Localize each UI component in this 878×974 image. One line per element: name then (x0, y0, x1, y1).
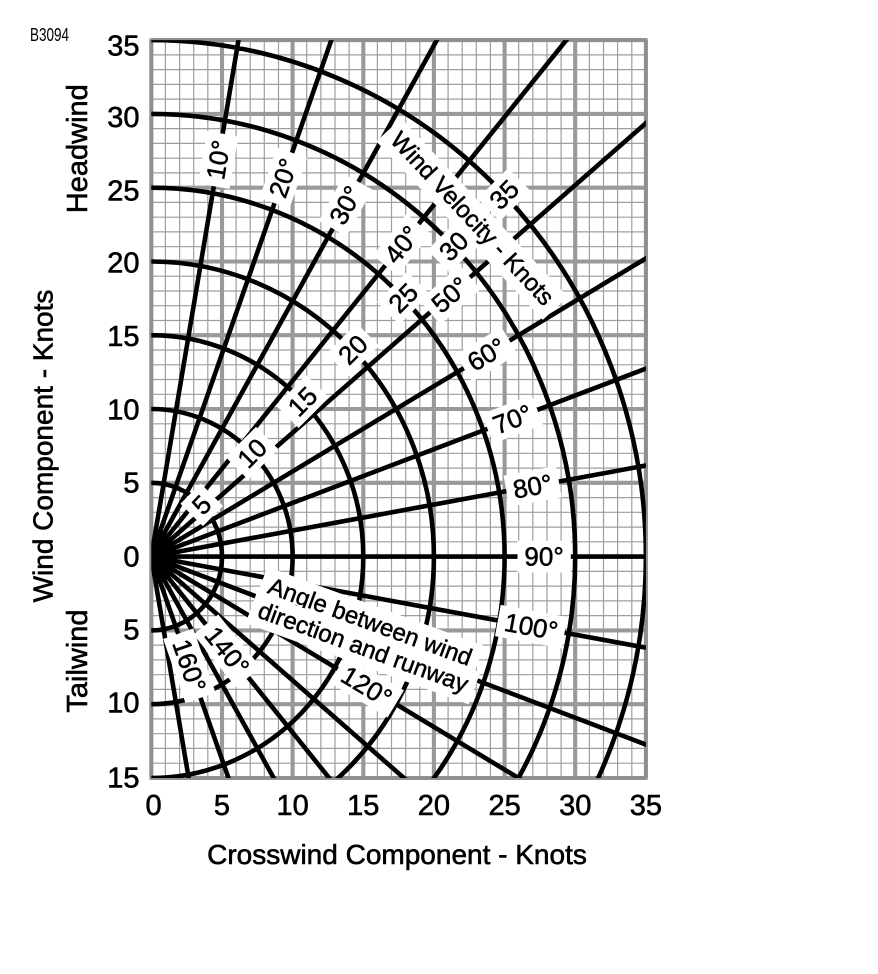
svg-text:80°: 80° (511, 468, 555, 505)
svg-text:25: 25 (107, 175, 139, 207)
svg-text:Headwind: Headwind (62, 84, 94, 213)
svg-text:5: 5 (214, 790, 230, 822)
svg-text:Wind Component - Knots: Wind Component - Knots (28, 290, 59, 603)
svg-text:Crosswind Component - Knots: Crosswind Component - Knots (207, 839, 587, 870)
svg-text:20: 20 (418, 790, 450, 822)
svg-text:Tailwind: Tailwind (62, 609, 94, 712)
svg-text:5: 5 (123, 615, 139, 647)
svg-text:5: 5 (123, 468, 139, 500)
svg-text:35: 35 (107, 31, 139, 63)
svg-text:10°: 10° (200, 138, 236, 182)
svg-text:0: 0 (146, 790, 162, 822)
svg-text:10: 10 (107, 688, 139, 720)
svg-text:10: 10 (107, 395, 139, 427)
svg-text:10: 10 (276, 790, 308, 822)
svg-text:35: 35 (630, 790, 662, 822)
svg-text:30: 30 (107, 102, 139, 134)
svg-text:90°: 90° (524, 542, 563, 572)
svg-text:15: 15 (107, 321, 139, 353)
svg-text:15: 15 (347, 790, 379, 822)
svg-text:25: 25 (488, 790, 520, 822)
svg-text:B3094: B3094 (30, 25, 69, 45)
svg-text:30: 30 (559, 790, 591, 822)
svg-text:15: 15 (107, 762, 139, 794)
svg-text:20: 20 (107, 248, 139, 280)
svg-text:0: 0 (123, 542, 139, 574)
